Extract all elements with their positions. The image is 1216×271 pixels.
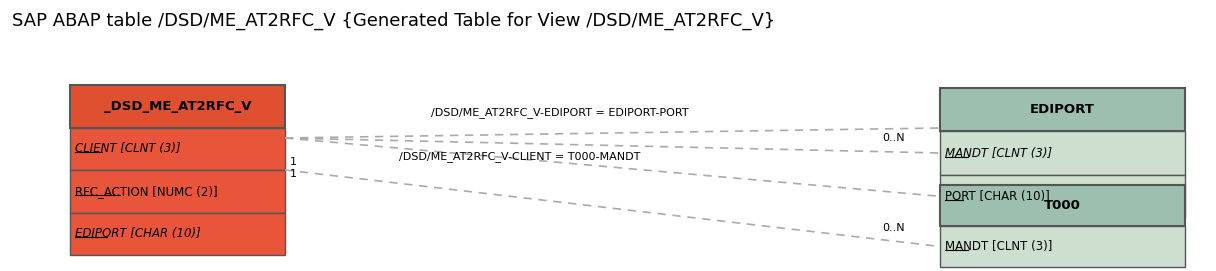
Text: T000: T000 bbox=[1045, 199, 1081, 212]
Text: 0..N: 0..N bbox=[883, 223, 905, 233]
Bar bbox=[940, 175, 1186, 218]
Bar bbox=[940, 131, 1186, 175]
Text: 1: 1 bbox=[289, 169, 297, 179]
Text: 1: 1 bbox=[289, 157, 297, 167]
Bar bbox=[71, 212, 285, 255]
Bar bbox=[71, 85, 285, 127]
Bar bbox=[940, 88, 1186, 131]
Text: SAP ABAP table /DSD/ME_AT2RFC_V {Generated Table for View /DSD/ME_AT2RFC_V}: SAP ABAP table /DSD/ME_AT2RFC_V {Generat… bbox=[12, 12, 776, 30]
Text: _DSD_ME_AT2RFC_V: _DSD_ME_AT2RFC_V bbox=[103, 100, 252, 113]
Text: MANDT [CLNT (3)]: MANDT [CLNT (3)] bbox=[945, 240, 1052, 253]
Text: MANDT [CLNT (3)]: MANDT [CLNT (3)] bbox=[945, 147, 1052, 160]
Text: /DSD/ME_AT2RFC_V-CLIENT = T000-MANDT: /DSD/ME_AT2RFC_V-CLIENT = T000-MANDT bbox=[399, 151, 641, 162]
Text: CLIENT [CLNT (3)]: CLIENT [CLNT (3)] bbox=[75, 142, 181, 155]
Bar bbox=[71, 127, 285, 170]
Text: PORT [CHAR (10)]: PORT [CHAR (10)] bbox=[945, 190, 1049, 203]
Bar bbox=[71, 170, 285, 212]
Text: RFC_ACTION [NUMC (2)]: RFC_ACTION [NUMC (2)] bbox=[75, 185, 218, 198]
Bar bbox=[940, 185, 1186, 226]
Bar bbox=[940, 226, 1186, 267]
Text: 0..N: 0..N bbox=[883, 133, 905, 143]
Text: /DSD/ME_AT2RFC_V-EDIPORT = EDIPORT-PORT: /DSD/ME_AT2RFC_V-EDIPORT = EDIPORT-PORT bbox=[432, 107, 688, 118]
Text: EDIPORT [CHAR (10)]: EDIPORT [CHAR (10)] bbox=[75, 227, 201, 240]
Text: EDIPORT: EDIPORT bbox=[1030, 103, 1094, 116]
